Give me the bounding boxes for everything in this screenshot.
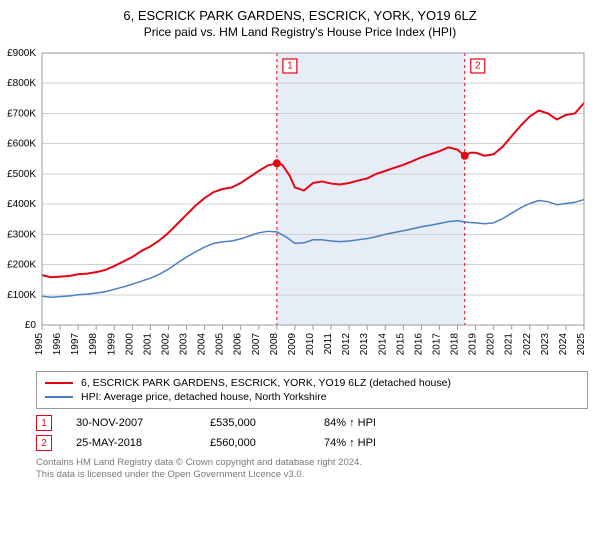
legend-label: HPI: Average price, detached house, Nort… (81, 391, 327, 403)
svg-text:£600K: £600K (7, 139, 36, 150)
footer-line: This data is licensed under the Open Gov… (36, 469, 588, 481)
svg-text:2025: 2025 (576, 333, 587, 356)
event-price: £535,000 (210, 417, 300, 429)
svg-text:2007: 2007 (251, 333, 262, 356)
svg-text:2023: 2023 (540, 333, 551, 356)
event-marker-icon: 1 (36, 415, 52, 431)
svg-text:£500K: £500K (7, 169, 36, 180)
svg-text:2011: 2011 (323, 333, 334, 355)
svg-text:2005: 2005 (215, 333, 226, 356)
svg-text:2021: 2021 (504, 333, 515, 356)
legend-label: 6, ESCRICK PARK GARDENS, ESCRICK, YORK, … (81, 377, 451, 389)
svg-text:2015: 2015 (395, 333, 406, 356)
legend: 6, ESCRICK PARK GARDENS, ESCRICK, YORK, … (36, 371, 588, 409)
svg-text:2004: 2004 (197, 333, 208, 356)
footer: Contains HM Land Registry data © Crown c… (36, 457, 588, 482)
svg-text:£200K: £200K (7, 260, 36, 271)
event-marker-icon: 2 (36, 435, 52, 451)
svg-text:2006: 2006 (233, 333, 244, 356)
svg-text:2018: 2018 (450, 333, 461, 356)
svg-text:2010: 2010 (305, 333, 316, 356)
svg-text:1995: 1995 (34, 333, 45, 356)
svg-text:2000: 2000 (124, 333, 135, 356)
svg-text:2019: 2019 (468, 333, 479, 356)
price-chart: £0£100K£200K£300K£400K£500K£600K£700K£80… (42, 45, 588, 365)
svg-text:£400K: £400K (7, 199, 36, 210)
page-title: 6, ESCRICK PARK GARDENS, ESCRICK, YORK, … (0, 0, 600, 23)
svg-text:1996: 1996 (52, 333, 63, 356)
svg-text:2012: 2012 (341, 333, 352, 356)
event-price: £560,000 (210, 437, 300, 449)
sale-events: 1 30-NOV-2007 £535,000 84% ↑ HPI 2 25-MA… (36, 413, 588, 453)
svg-text:2014: 2014 (377, 333, 388, 356)
svg-text:1: 1 (287, 61, 293, 72)
page-subtitle: Price paid vs. HM Land Registry's House … (0, 23, 600, 45)
svg-text:1999: 1999 (106, 333, 117, 356)
legend-item-property: 6, ESCRICK PARK GARDENS, ESCRICK, YORK, … (45, 376, 579, 390)
legend-item-hpi: HPI: Average price, detached house, Nort… (45, 390, 579, 404)
sale-event-row: 2 25-MAY-2018 £560,000 74% ↑ HPI (36, 433, 588, 453)
svg-text:£300K: £300K (7, 229, 36, 240)
chart-svg: £0£100K£200K£300K£400K£500K£600K£700K£80… (42, 45, 588, 365)
svg-text:2001: 2001 (142, 333, 153, 356)
svg-text:£0: £0 (25, 320, 37, 331)
svg-text:2022: 2022 (522, 333, 533, 356)
svg-text:2009: 2009 (287, 333, 298, 356)
svg-text:2020: 2020 (486, 333, 497, 356)
event-date: 30-NOV-2007 (76, 417, 186, 429)
svg-text:2013: 2013 (359, 333, 370, 356)
event-pct: 84% ↑ HPI (324, 417, 376, 429)
footer-line: Contains HM Land Registry data © Crown c… (36, 457, 588, 469)
svg-text:£900K: £900K (7, 48, 36, 59)
svg-text:1997: 1997 (70, 333, 81, 356)
legend-swatch (45, 396, 73, 398)
svg-text:2017: 2017 (431, 333, 442, 356)
event-pct: 74% ↑ HPI (324, 437, 376, 449)
svg-text:2024: 2024 (558, 333, 569, 356)
legend-swatch (45, 382, 73, 384)
svg-text:2003: 2003 (179, 333, 190, 356)
svg-text:2002: 2002 (160, 333, 171, 356)
svg-text:2016: 2016 (413, 333, 424, 356)
svg-text:£800K: £800K (7, 78, 36, 89)
event-date: 25-MAY-2018 (76, 437, 186, 449)
sale-event-row: 1 30-NOV-2007 £535,000 84% ↑ HPI (36, 413, 588, 433)
svg-text:2: 2 (475, 61, 481, 72)
svg-text:2008: 2008 (269, 333, 280, 356)
svg-text:£100K: £100K (7, 290, 36, 301)
svg-text:1998: 1998 (88, 333, 99, 356)
svg-text:£700K: £700K (7, 108, 36, 119)
